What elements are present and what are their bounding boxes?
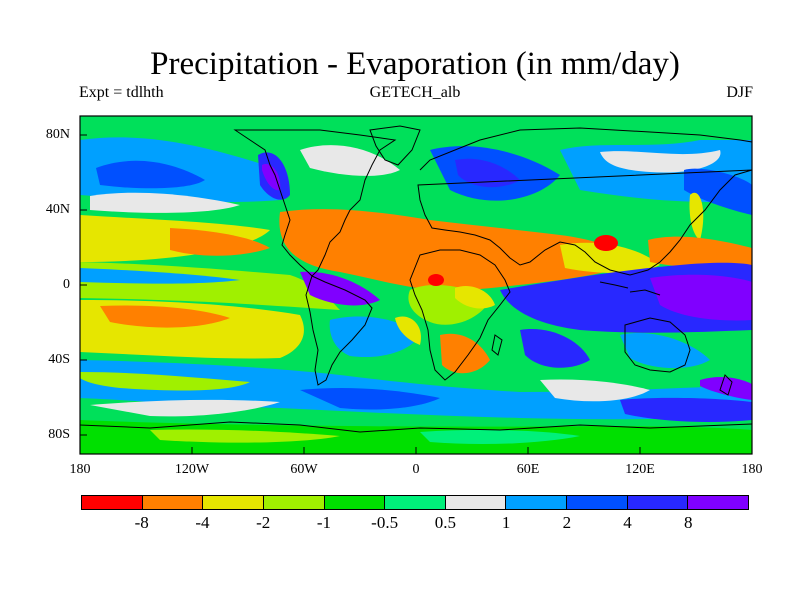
axis-ticks xyxy=(79,134,753,454)
coastline-north-america xyxy=(233,129,397,277)
coastline-australia xyxy=(624,317,691,373)
colorbar-swatch xyxy=(385,496,446,509)
colorbar-swatch xyxy=(688,496,749,509)
lon-label: 180 xyxy=(69,462,91,477)
colorbar-label: 1 xyxy=(501,513,511,532)
season-label: DJF xyxy=(726,84,753,101)
coastline-new-zealand xyxy=(719,374,733,396)
lon-label: 120W xyxy=(174,462,210,477)
lon-label: 60E xyxy=(516,462,540,477)
coastline-greenland xyxy=(369,125,421,166)
colorbar-swatch xyxy=(567,496,628,509)
lat-label: 0 xyxy=(63,277,70,292)
lon-label: 60W xyxy=(290,462,318,477)
coastlines xyxy=(79,125,753,433)
field-region xyxy=(540,379,650,402)
field-region xyxy=(600,150,721,173)
colorbar-label: 2 xyxy=(562,513,572,532)
colorbar-label: -8 xyxy=(134,513,149,532)
lat-label: 80S xyxy=(48,427,70,442)
field-region xyxy=(395,316,421,345)
field-region xyxy=(100,305,230,328)
field-region xyxy=(620,397,752,422)
colorbar-swatch xyxy=(142,496,204,509)
field-region xyxy=(700,377,752,400)
colorbar-label: 0.5 xyxy=(434,513,456,532)
field-region xyxy=(170,228,270,256)
field-region xyxy=(90,399,280,417)
lon-label: 180 xyxy=(741,462,763,477)
colorbar-swatch xyxy=(506,496,568,509)
field-region xyxy=(150,429,340,443)
coastline-madagascar xyxy=(491,334,503,356)
field-region xyxy=(262,164,281,191)
field-region xyxy=(80,372,250,391)
colorbar-swatch xyxy=(324,496,386,509)
field-region xyxy=(455,285,495,309)
experiment-label: Expt = tdlhth xyxy=(79,84,164,101)
field-region xyxy=(80,420,752,454)
field-region xyxy=(455,158,520,188)
field-region xyxy=(420,429,580,444)
field-region xyxy=(560,242,660,273)
field-region xyxy=(428,274,444,286)
colorbar-label: -2 xyxy=(256,513,271,532)
colorbar-label: -1 xyxy=(316,513,331,532)
coastline-europe-asia xyxy=(417,127,753,276)
field-region xyxy=(90,192,240,213)
map-field xyxy=(80,116,752,454)
colorbar-label: 8 xyxy=(684,513,693,532)
chart-title: Precipitation - Evaporation (in mm/day) xyxy=(150,46,680,82)
colorbar-label: 4 xyxy=(623,513,632,532)
field-region xyxy=(620,332,710,369)
field-region xyxy=(96,160,205,189)
lat-label: 80N xyxy=(45,127,70,142)
colorbar-swatch xyxy=(627,496,689,509)
field-region xyxy=(300,145,400,176)
coastline-south-america xyxy=(305,275,373,386)
colorbar-swatch xyxy=(263,496,325,509)
lat-label: 40S xyxy=(48,352,70,367)
field-region xyxy=(80,268,240,284)
coastline-africa xyxy=(409,249,511,381)
field-region xyxy=(520,329,590,368)
lon-label: 0 xyxy=(412,462,420,477)
dataset-label: GETECH_alb xyxy=(369,84,461,101)
field-region xyxy=(689,192,704,240)
colorbar-swatch xyxy=(82,496,143,509)
field-region xyxy=(594,235,618,251)
colorbar-label: -0.5 xyxy=(371,513,399,532)
colorbar xyxy=(81,495,749,510)
field-region xyxy=(300,387,440,410)
coastline-antarctica xyxy=(79,421,753,433)
field-region xyxy=(650,274,752,321)
lat-label: 40N xyxy=(45,202,70,217)
coastline-indonesia xyxy=(599,281,661,296)
lon-label: 120E xyxy=(625,462,655,477)
colorbar-swatch xyxy=(445,496,507,509)
colorbar-label: -4 xyxy=(195,513,210,532)
field-region xyxy=(329,316,420,358)
field-region xyxy=(440,333,490,374)
colorbar-swatch xyxy=(203,496,264,509)
